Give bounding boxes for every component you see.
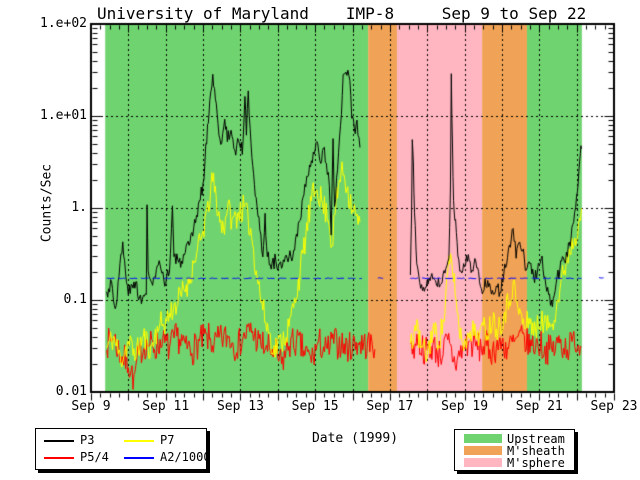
legend-label-p7: P7 [160, 433, 175, 447]
legend-label-upstream: Upstream [507, 432, 565, 446]
title-institution: University of Maryland [97, 4, 309, 23]
upstream-swatch [464, 434, 502, 443]
x-tick-label: Sep 17 [366, 399, 414, 414]
legend-label-msheath: M'sheath [507, 444, 565, 458]
y-tick-label: 0.1 [63, 292, 87, 307]
p3-line-swatch [44, 440, 74, 442]
y-tick-label: 0.01 [55, 384, 87, 399]
title-date-range: Sep 9 to Sep 22 [441, 4, 587, 23]
x-tick-label: Sep 9 [71, 399, 111, 414]
y-tick-label: 1.e+02 [40, 16, 87, 31]
y-tick-label: 1. [71, 200, 87, 215]
series-legend-box: P3 P5/4 P7 A2/1000 [35, 428, 211, 470]
legend-label-p3: P3 [80, 433, 95, 447]
p5-4-line-swatch [44, 457, 74, 459]
x-tick-label: Sep 23 [590, 399, 638, 414]
p7-line-swatch [124, 440, 154, 442]
legend-label-p5-4: P5/4 [80, 450, 109, 464]
title-spacecraft: IMP-8 [345, 4, 395, 23]
x-tick-label: Sep 11 [142, 399, 190, 414]
msphere-swatch [464, 458, 502, 467]
legend-label-msphere: M'sphere [507, 456, 565, 470]
region-legend-box: Upstream M'sheath M'sphere [454, 429, 575, 471]
x-axis-label: Date (1999) [311, 431, 399, 446]
legend-label-a2: A2/1000 [160, 450, 211, 464]
x-tick-label: Sep 21 [515, 399, 563, 414]
a2-line-swatch [124, 457, 154, 459]
msheath-swatch [464, 446, 502, 455]
x-tick-label: Sep 19 [441, 399, 489, 414]
y-tick-label: 1.e+01 [40, 108, 87, 123]
x-tick-label: Sep 13 [216, 399, 264, 414]
x-tick-label: Sep 15 [291, 399, 339, 414]
